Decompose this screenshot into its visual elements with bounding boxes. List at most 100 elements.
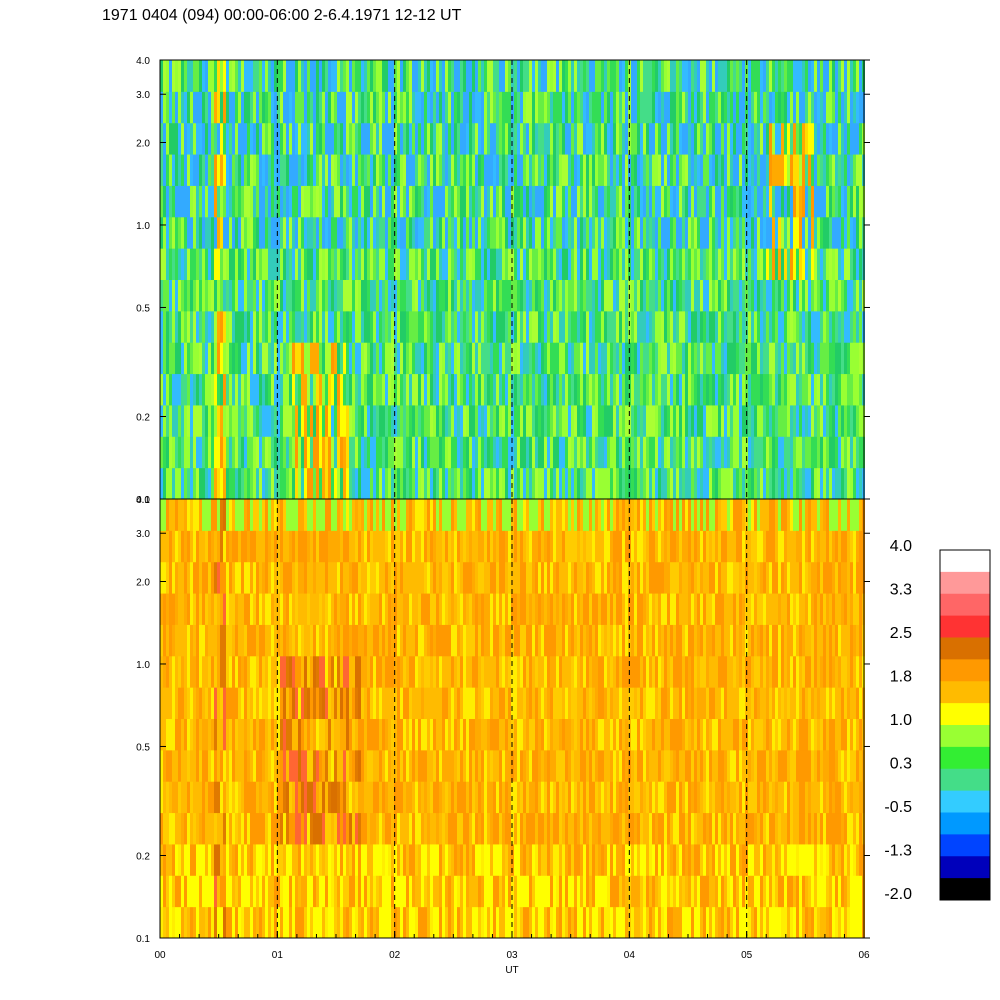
spectrogram-cell: [262, 593, 265, 625]
spectrogram-cell: [493, 593, 496, 625]
spectrogram-cell: [790, 404, 793, 437]
spectrogram-cell: [274, 561, 277, 594]
spectrogram-cell: [199, 593, 202, 625]
spectrogram-cell: [772, 279, 775, 312]
spectrogram-cell: [217, 91, 220, 124]
spectrogram-cell: [766, 154, 769, 186]
spectrogram-cell: [211, 749, 214, 782]
spectrogram-cell: [394, 373, 397, 406]
spectrogram-cell: [292, 467, 295, 500]
spectrogram-cell: [496, 310, 499, 343]
spectrogram-cell: [226, 749, 229, 782]
spectrogram-cell: [487, 781, 490, 814]
spectrogram-cell: [241, 404, 244, 437]
spectrogram-cell: [556, 279, 559, 312]
spectrogram-cell: [613, 185, 616, 218]
spectrogram-cell: [523, 373, 526, 406]
spectrogram-cell: [208, 342, 211, 375]
spectrogram-cell: [268, 781, 271, 814]
spectrogram-cell: [604, 122, 607, 155]
spectrogram-cell: [427, 60, 430, 92]
spectrogram-cell: [364, 436, 367, 469]
spectrogram-cell: [208, 687, 211, 719]
spectrogram-cell: [397, 60, 400, 92]
spectrogram-cell: [859, 436, 862, 469]
spectrogram-cell: [838, 373, 841, 406]
spectrogram-cell: [508, 593, 511, 625]
spectrogram-cell: [505, 216, 508, 249]
spectrogram-cell: [193, 655, 196, 688]
spectrogram-cell: [256, 373, 259, 406]
spectrogram-cell: [334, 749, 337, 782]
spectrogram-cell: [334, 216, 337, 249]
spectrogram-cell: [178, 561, 181, 594]
spectrogram-cell: [559, 404, 562, 437]
spectrogram-cell: [397, 875, 400, 908]
spectrogram-cell: [376, 467, 379, 500]
spectrogram-cell: [571, 467, 574, 500]
spectrogram-cell: [775, 91, 778, 124]
spectrogram-cell: [508, 687, 511, 719]
spectrogram-cell: [751, 279, 754, 312]
spectrogram-cell: [331, 373, 334, 406]
spectrogram-cell: [235, 373, 238, 406]
spectrogram-cell: [406, 906, 409, 939]
spectrogram-cell: [529, 60, 532, 92]
spectrogram-cell: [232, 624, 235, 657]
spectrogram-cell: [382, 687, 385, 719]
spectrogram-cell: [400, 373, 403, 406]
spectrogram-cell: [217, 593, 220, 625]
spectrogram-cell: [376, 655, 379, 688]
spectrogram-cell: [208, 530, 211, 563]
spectrogram-cell: [511, 436, 514, 469]
spectrogram-cell: [175, 781, 178, 814]
spectrogram-cell: [280, 185, 283, 218]
spectrogram-cell: [667, 342, 670, 375]
spectrogram-cell: [355, 467, 358, 500]
spectrogram-cell: [166, 310, 169, 343]
spectrogram-cell: [385, 718, 388, 751]
spectrogram-cell: [238, 154, 241, 186]
spectrogram-cell: [433, 60, 436, 92]
spectrogram-cell: [436, 906, 439, 939]
spectrogram-cell: [178, 499, 181, 531]
spectrogram-cell: [412, 843, 415, 876]
spectrogram-cell: [352, 404, 355, 437]
spectrogram-cell: [328, 467, 331, 500]
spectrogram-cell: [232, 185, 235, 218]
spectrogram-cell: [250, 875, 253, 908]
spectrogram-cell: [349, 436, 352, 469]
spectrogram-cell: [733, 60, 736, 92]
spectrogram-cell: [397, 279, 400, 312]
spectrogram-cell: [505, 655, 508, 688]
spectrogram-cell: [637, 342, 640, 375]
spectrogram-cell: [220, 60, 223, 92]
spectrogram-cell: [298, 812, 301, 845]
spectrogram-cell: [508, 154, 511, 186]
spectrogram-cell: [544, 373, 547, 406]
spectrogram-cell: [463, 499, 466, 531]
spectrogram-cell: [460, 279, 463, 312]
spectrogram-cell: [733, 216, 736, 249]
spectrogram-cell: [487, 812, 490, 845]
spectrogram-cell: [211, 279, 214, 312]
spectrogram-cell: [481, 906, 484, 939]
spectrogram-cell: [487, 60, 490, 92]
spectrogram-cell: [235, 812, 238, 845]
spectrogram-cell: [709, 342, 712, 375]
spectrogram-cell: [466, 436, 469, 469]
spectrogram-cell: [385, 812, 388, 845]
spectrogram-cell: [298, 499, 301, 531]
spectrogram-cell: [463, 530, 466, 563]
spectrogram-cell: [706, 216, 709, 249]
spectrogram-cell: [817, 373, 820, 406]
spectrogram-cell: [616, 342, 619, 375]
spectrogram-cell: [217, 530, 220, 563]
spectrogram-cell: [607, 279, 610, 312]
spectrogram-cell: [631, 248, 634, 280]
spectrogram-cell: [391, 530, 394, 563]
spectrogram-cell: [841, 373, 844, 406]
spectrogram-cell: [613, 342, 616, 375]
spectrogram-cell: [352, 279, 355, 312]
spectrogram-cell: [184, 718, 187, 751]
